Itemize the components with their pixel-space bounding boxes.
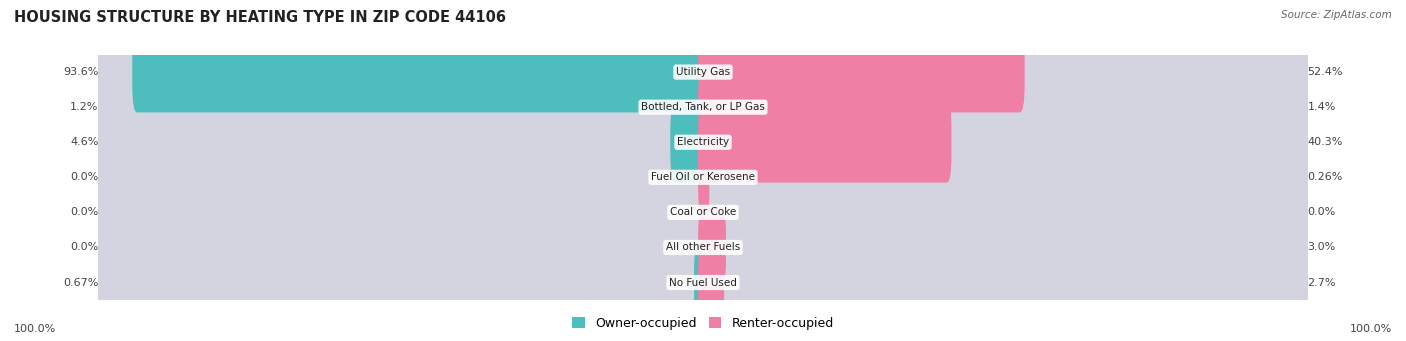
Text: All other Fuels: All other Fuels [666, 242, 740, 252]
Text: HOUSING STRUCTURE BY HEATING TYPE IN ZIP CODE 44106: HOUSING STRUCTURE BY HEATING TYPE IN ZIP… [14, 10, 506, 25]
FancyBboxPatch shape [699, 102, 1312, 182]
FancyBboxPatch shape [699, 102, 952, 182]
FancyBboxPatch shape [699, 32, 1025, 113]
Legend: Owner-occupied, Renter-occupied: Owner-occupied, Renter-occupied [568, 312, 838, 335]
Text: 0.26%: 0.26% [1308, 172, 1343, 182]
Text: 1.4%: 1.4% [1308, 102, 1336, 112]
Bar [98, 127, 1308, 158]
FancyBboxPatch shape [699, 207, 725, 288]
Text: Fuel Oil or Kerosene: Fuel Oil or Kerosene [651, 172, 755, 182]
FancyBboxPatch shape [699, 242, 1312, 323]
FancyBboxPatch shape [699, 32, 1312, 113]
FancyBboxPatch shape [699, 67, 1312, 148]
Bar [98, 162, 1308, 193]
FancyBboxPatch shape [94, 32, 707, 113]
Bar [98, 91, 1308, 123]
FancyBboxPatch shape [94, 102, 707, 182]
FancyBboxPatch shape [699, 172, 1312, 253]
Text: 0.0%: 0.0% [1308, 207, 1336, 218]
FancyBboxPatch shape [94, 207, 707, 288]
FancyBboxPatch shape [699, 207, 1312, 288]
FancyBboxPatch shape [94, 172, 707, 253]
Bar [98, 56, 1308, 88]
Text: 2.7%: 2.7% [1308, 278, 1336, 287]
Bar [98, 232, 1308, 263]
Text: 0.0%: 0.0% [70, 172, 98, 182]
FancyBboxPatch shape [699, 137, 710, 218]
FancyBboxPatch shape [94, 67, 707, 148]
Text: 93.6%: 93.6% [63, 67, 98, 77]
Text: 4.6%: 4.6% [70, 137, 98, 147]
Text: Source: ZipAtlas.com: Source: ZipAtlas.com [1281, 10, 1392, 20]
Text: Electricity: Electricity [676, 137, 730, 147]
Text: 100.0%: 100.0% [1350, 324, 1392, 334]
FancyBboxPatch shape [671, 102, 707, 182]
Bar [98, 197, 1308, 228]
Text: 52.4%: 52.4% [1308, 67, 1343, 77]
Text: 100.0%: 100.0% [14, 324, 56, 334]
Text: No Fuel Used: No Fuel Used [669, 278, 737, 287]
FancyBboxPatch shape [690, 67, 707, 148]
Text: 0.0%: 0.0% [70, 207, 98, 218]
FancyBboxPatch shape [699, 242, 724, 323]
Text: Coal or Coke: Coal or Coke [669, 207, 737, 218]
FancyBboxPatch shape [699, 67, 716, 148]
Text: Utility Gas: Utility Gas [676, 67, 730, 77]
FancyBboxPatch shape [94, 137, 707, 218]
Text: 1.2%: 1.2% [70, 102, 98, 112]
FancyBboxPatch shape [699, 137, 1312, 218]
Text: 40.3%: 40.3% [1308, 137, 1343, 147]
Text: 0.67%: 0.67% [63, 278, 98, 287]
FancyBboxPatch shape [132, 32, 707, 113]
Text: 3.0%: 3.0% [1308, 242, 1336, 252]
Bar [98, 267, 1308, 298]
Text: 0.0%: 0.0% [70, 242, 98, 252]
Text: Bottled, Tank, or LP Gas: Bottled, Tank, or LP Gas [641, 102, 765, 112]
FancyBboxPatch shape [94, 242, 707, 323]
FancyBboxPatch shape [695, 242, 707, 323]
